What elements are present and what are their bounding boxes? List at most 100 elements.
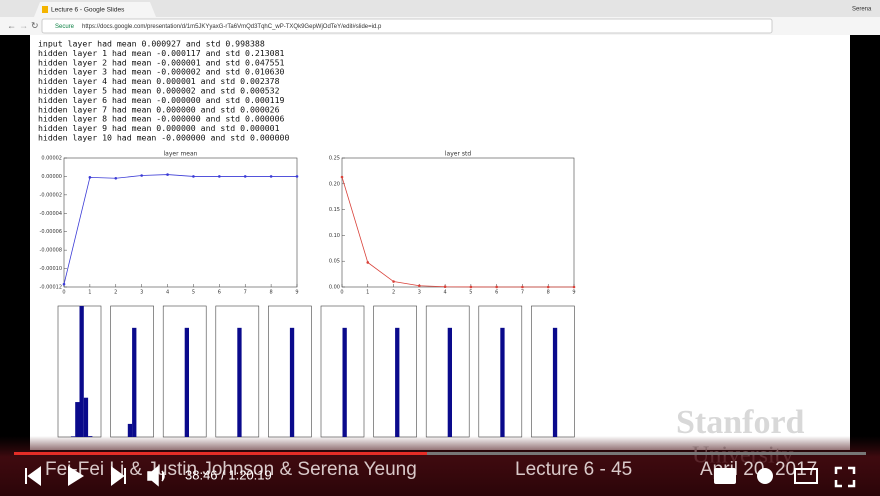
code-line: hidden layer 9 had mean 0.000000 and std… <box>38 123 280 133</box>
x-tick-label: 8 <box>270 290 273 296</box>
x-tick-label: 6 <box>218 290 221 296</box>
slide <box>30 35 850 450</box>
x-tick-label: 5 <box>469 290 472 296</box>
captions-button[interactable] <box>714 468 736 484</box>
histogram-bar <box>289 327 295 437</box>
code-line: hidden layer 10 had mean -0.000000 and s… <box>38 133 289 143</box>
footer-text: Fei-Fei Li & Justin Johnson & Serena Yeu… <box>45 459 417 480</box>
data-point <box>366 261 370 264</box>
progress-track[interactable] <box>14 452 866 455</box>
code-line: hidden layer 2 had mean -0.000001 and st… <box>38 57 285 67</box>
histogram-bar <box>132 327 137 437</box>
time-display: 38:46 / 1:20:19 <box>185 467 272 482</box>
progress-played <box>14 452 427 455</box>
x-tick-label: 3 <box>140 290 143 296</box>
data-point <box>521 285 524 289</box>
data-point <box>140 174 143 177</box>
footer-text: Lecture 6 - 45 <box>515 459 632 480</box>
data-point <box>269 175 273 178</box>
code-line: hidden layer 7 had mean 0.000000 and std… <box>38 104 280 114</box>
x-tick-label: 9 <box>295 290 298 296</box>
y-tick-label: 0.00000 <box>41 174 62 180</box>
x-tick-label: 6 <box>495 290 498 296</box>
forward-button[interactable]: → <box>19 20 28 30</box>
tab[interactable] <box>34 2 156 17</box>
x-tick-label: 5 <box>192 290 195 296</box>
histogram-bar <box>395 327 400 437</box>
data-point <box>340 175 344 179</box>
y-tick-label: -0.00012 <box>40 285 62 291</box>
y-tick-label: 0.15 <box>329 207 340 213</box>
y-tick-label: -0.00002 <box>40 192 62 198</box>
histogram-bar <box>342 327 347 437</box>
code-line: hidden layer 8 had mean -0.000000 and st… <box>38 114 285 124</box>
chart-title: layer mean <box>164 151 198 158</box>
y-tick-label: 0.00002 <box>41 156 62 162</box>
data-point <box>443 285 447 289</box>
x-tick-label: 8 <box>547 290 550 296</box>
volume-button[interactable] <box>147 465 165 487</box>
y-tick-label: -0.00008 <box>40 248 62 254</box>
settings-button[interactable] <box>757 468 773 484</box>
y-tick-label: -0.00010 <box>40 266 62 272</box>
histogram-bar <box>83 397 89 437</box>
code-line: hidden layer 4 had mean 0.000001 and std… <box>38 76 280 86</box>
histogram-bar <box>500 327 505 437</box>
y-tick-label: 0.25 <box>329 156 340 162</box>
histogram-bar <box>552 327 558 437</box>
x-tick-label: 0 <box>62 290 65 296</box>
histogram-bar <box>447 327 452 437</box>
data-point <box>469 285 473 289</box>
x-tick-label: 1 <box>88 290 91 296</box>
code-line: hidden layer 1 had mean -0.000117 and st… <box>38 48 285 58</box>
x-tick-label: 7 <box>244 290 247 296</box>
tab-icon <box>42 6 48 13</box>
y-tick-label: 0.10 <box>329 233 340 239</box>
data-point <box>243 175 247 178</box>
code-line: hidden layer 6 had mean -0.000000 and st… <box>38 95 285 105</box>
plot-frame <box>63 157 298 288</box>
x-tick-label: 7 <box>521 290 524 296</box>
code-line: hidden layer 3 had mean -0.000002 and st… <box>38 67 285 77</box>
reload-button[interactable]: ↻ <box>31 20 39 30</box>
previous-button[interactable] <box>25 466 41 486</box>
data-point <box>192 175 195 178</box>
x-tick-label: 9 <box>572 290 575 296</box>
histogram-bar <box>237 327 242 437</box>
x-tick-label: 4 <box>166 290 169 296</box>
x-tick-label: 4 <box>444 290 447 296</box>
x-tick-label: 2 <box>392 290 395 296</box>
code-output: input layer had mean 0.000927 and std 0.… <box>38 39 289 143</box>
series-line <box>341 176 575 288</box>
data-point <box>546 285 550 289</box>
url[interactable]: https://docs.google.com/presentation/d/1… <box>82 24 382 30</box>
theater-button[interactable] <box>794 468 818 484</box>
y-tick-label: 0.20 <box>329 181 340 187</box>
fullscreen-button[interactable] <box>834 466 856 488</box>
x-tick-label: 1 <box>366 290 369 296</box>
next-button[interactable] <box>111 466 126 486</box>
tab-title[interactable]: Lecture 6 - Google Slides <box>51 7 125 14</box>
histogram-bar <box>127 423 133 437</box>
data-point <box>62 282 66 286</box>
y-tick-label: 0.00 <box>329 285 340 291</box>
back-button[interactable]: ← <box>7 20 16 30</box>
charts: layer mean -0.00012 -0.00010 -0.00008 -0.000… <box>40 151 576 438</box>
user-name[interactable]: Serena <box>852 7 872 13</box>
address-bar[interactable] <box>41 18 773 34</box>
data-point <box>218 175 221 178</box>
data-point <box>392 280 395 283</box>
controls-backdrop <box>0 436 880 496</box>
watermark: Stanford <box>676 404 805 441</box>
histogram-bar <box>75 402 80 437</box>
code-line: input layer had mean 0.000927 and std 0.… <box>38 39 265 49</box>
data-point <box>166 173 169 176</box>
x-tick-label: 2 <box>114 290 117 296</box>
play-button[interactable] <box>68 466 84 486</box>
x-tick-label: 3 <box>418 290 421 296</box>
secure-label: Secure <box>55 24 75 30</box>
data-point <box>114 176 118 180</box>
y-tick-label: -0.00004 <box>40 211 62 217</box>
y-tick-label: -0.00006 <box>40 229 62 235</box>
